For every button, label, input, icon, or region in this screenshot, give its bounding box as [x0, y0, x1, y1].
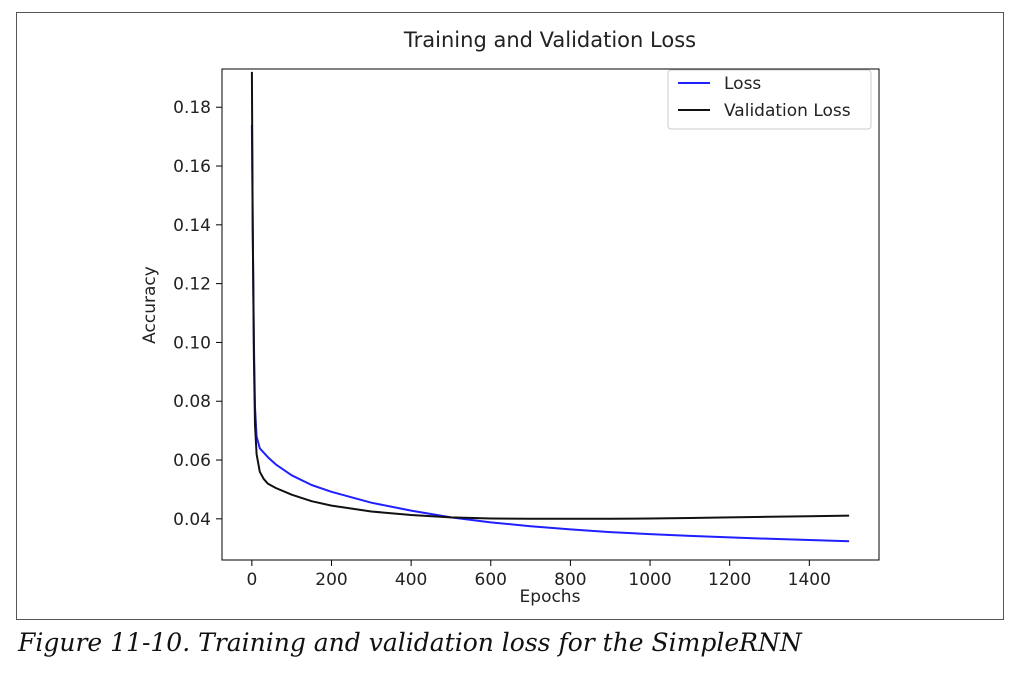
legend-label-loss: Loss — [724, 74, 761, 94]
series-line-validation-loss — [250, 71, 850, 520]
line-chart: Training and Validation Loss Epochs Accu… — [140, 28, 880, 607]
x-tick-label: 1400 — [788, 570, 831, 590]
x-ticks: 0 200 400 600 800 1000 1200 1400 — [246, 560, 831, 590]
x-tick-label: 0 — [246, 570, 257, 590]
x-tick-label: 200 — [315, 570, 347, 590]
x-tick-label: 800 — [554, 570, 586, 590]
x-tick-label: 1000 — [628, 570, 671, 590]
x-tick-label: 400 — [395, 570, 427, 590]
chart-title: Training and Validation Loss — [403, 28, 696, 52]
legend: Loss Validation Loss — [667, 69, 872, 130]
legend-box — [667, 69, 872, 130]
y-tick-label: 0.18 — [173, 98, 211, 118]
y-tick-label: 0.14 — [173, 216, 211, 236]
plot-area — [221, 68, 880, 561]
y-tick-label: 0.04 — [173, 510, 211, 530]
y-tick-label: 0.12 — [173, 275, 211, 295]
x-tick-label: 600 — [475, 570, 507, 590]
y-tick-label: 0.16 — [173, 157, 211, 177]
figure-frame: Training and Validation Loss Epochs Accu… — [16, 12, 1004, 620]
y-ticks: 0.04 0.06 0.08 0.10 0.12 0.14 0.16 0.18 — [173, 98, 222, 530]
y-tick-label: 0.08 — [173, 392, 211, 412]
y-tick-label: 0.06 — [173, 451, 211, 471]
legend-label-validation-loss: Validation Loss — [724, 101, 851, 121]
figure-caption: Figure 11-10. Training and validation lo… — [18, 628, 802, 657]
series-lines — [250, 71, 850, 543]
x-axis-label: Epochs — [520, 587, 581, 607]
y-tick-label: 0.10 — [173, 333, 211, 353]
x-tick-label: 1200 — [708, 570, 751, 590]
y-axis-label: Accuracy — [140, 266, 160, 344]
